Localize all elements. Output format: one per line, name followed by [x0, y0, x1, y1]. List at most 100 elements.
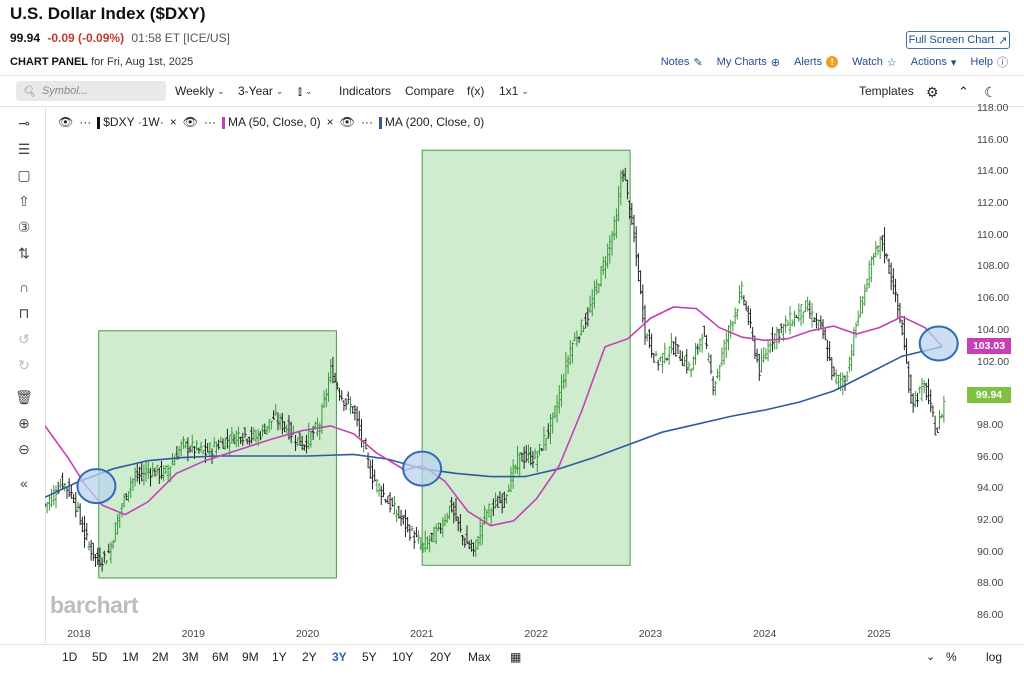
panel-date: for Fri, Aug 1st, 2025 [91, 56, 194, 68]
zoom-out-icon[interactable]: ⊖ [18, 440, 30, 457]
time-axis[interactable]: 2018 2019 2020 2021 2022 2023 2024 2025 [45, 622, 965, 642]
external-arrow-icon: ↗ [998, 34, 1008, 47]
gear-icon[interactable]: ⚙ [926, 84, 939, 100]
compare-button[interactable]: Compare [405, 84, 454, 98]
y-tick-label: 94.00 [977, 482, 1004, 495]
unlock-icon[interactable]: ⊓ [18, 304, 30, 321]
plus-circle-icon: ⊕ [770, 56, 780, 69]
range-dropdown[interactable]: 3-Year ⌄ [238, 84, 283, 98]
range-button-1m[interactable]: 1M [122, 650, 139, 664]
magnet-icon[interactable]: ∩ [18, 279, 30, 295]
more-dots[interactable]: ··· [203, 115, 216, 129]
range-button-3m[interactable]: 3M [182, 650, 199, 664]
alert-icon: ! [826, 56, 839, 68]
range-button-5d[interactable]: 5D [92, 650, 108, 664]
price-chart[interactable] [45, 107, 965, 622]
chart-legend: 👁︎ ··· $DXY ·1W· × 👁︎ ··· MA (50, Close, 0)… [58, 115, 484, 129]
range-button-20y[interactable]: 20Y [430, 650, 452, 664]
price-axis[interactable]: 118.00 116.00 114.00 112.00 110.00 108.00 106.… [965, 102, 1024, 622]
legend-ma200[interactable]: MA (200, Close, 0) [378, 115, 484, 129]
zoom-in-icon[interactable]: ⊕ [18, 414, 30, 431]
more-dots[interactable]: ··· [360, 115, 373, 129]
trash-icon[interactable]: 🗑︎ [15, 388, 33, 405]
ma50-price-tag: 103.03 [967, 338, 1011, 355]
x-tick-label: 2024 [753, 628, 777, 640]
shape-tool-icon[interactable]: ▢ [17, 166, 31, 183]
range-button-3y[interactable]: 3Y [332, 650, 347, 664]
dark-mode-icon[interactable]: ☾ [984, 84, 997, 100]
close-icon[interactable]: × [169, 115, 177, 129]
layout-dropdown[interactable]: 1x1 ⌄ [499, 84, 529, 98]
y-tick-label: 108.00 [977, 260, 1010, 273]
legend-ma50-label: MA (50, Close, 0) [227, 115, 321, 129]
y-tick-label: 116.00 [977, 133, 1009, 146]
chart-panel-label: CHART PANEL for Fri, Aug 1st, 2025 [10, 56, 193, 68]
range-button-9m[interactable]: 9M [242, 650, 259, 664]
crosshair-tool-icon[interactable]: ⊸ [18, 114, 30, 131]
counter-tool-icon[interactable]: ③ [17, 218, 31, 235]
actions-menu[interactable]: Actions ▾ [911, 56, 957, 69]
last-price-tag: 99.94 [967, 387, 1011, 404]
y-tick-label: 102.00 [977, 355, 1010, 368]
range-button-1d[interactable]: 1D [62, 650, 78, 664]
double-chevron-down-icon[interactable]: ⌄ [926, 651, 936, 663]
price-change: -0.09 (-0.09%) [47, 31, 125, 45]
ma50-line [45, 306, 943, 527]
arrow-tool-icon[interactable]: ⇧ [18, 192, 30, 209]
y-tick-label: 104.00 [977, 323, 1010, 336]
y-tick-label: 96.00 [977, 450, 1004, 463]
collapse-icon[interactable]: ⌃ [958, 84, 969, 99]
star-icon: ☆ [886, 56, 897, 69]
range-button-10y[interactable]: 10Y [392, 650, 414, 664]
x-tick-label: 2020 [295, 628, 320, 640]
quote-time: 01:58 ET [ICE/US] [131, 31, 230, 45]
range-button-max[interactable]: Max [468, 650, 491, 664]
legend-symbol[interactable]: $DXY ·1W· [97, 115, 164, 129]
collapse-sidebar-icon[interactable]: « [20, 475, 28, 491]
watch-link[interactable]: Watch ☆ [852, 56, 897, 69]
y-tick-label: 112.00 [977, 197, 1009, 210]
legend-symbol-label: $DXY ·1W· [103, 115, 164, 129]
percent-toggle[interactable]: % [946, 650, 957, 664]
eye-icon[interactable]: 👁︎ [339, 115, 355, 129]
templates-label: Templates [859, 84, 914, 98]
more-dots[interactable]: ··· [79, 115, 92, 129]
symbol-search-input[interactable]: 🔍︎ Symbol... [16, 81, 166, 101]
period-dropdown[interactable]: Weekly ⌄ [175, 84, 225, 98]
alerts-link[interactable]: Alerts! [794, 56, 839, 68]
redo-icon[interactable]: ↻ [18, 356, 30, 373]
layout-label: 1x1 [499, 84, 519, 98]
help-link[interactable]: Help ⓘ [970, 54, 1008, 70]
eye-icon[interactable]: 👁︎ [58, 115, 74, 129]
legend-ma50[interactable]: MA (50, Close, 0) [221, 115, 321, 129]
range-button-1y[interactable]: 1Y [272, 650, 287, 664]
my-charts-label: My Charts [716, 56, 767, 68]
page-title: U.S. Dollar Index ($DXY) [10, 4, 206, 23]
measure-tool-icon[interactable]: ⇅ [18, 244, 30, 261]
templates-button[interactable]: Templates [859, 84, 914, 98]
range-bar: % log ⌄ 1D 5D 1M 2M 3M 6M 9M 1Y 2Y 3Y 5Y 10Y 20Y Max ▦ [0, 645, 1024, 669]
fib-tool-icon[interactable]: ☰ [17, 140, 31, 157]
undo-icon[interactable]: ↺ [18, 330, 30, 347]
notes-link[interactable]: Notes ✎ [661, 56, 703, 69]
range-button-2y[interactable]: 2Y [302, 650, 317, 664]
calendar-icon[interactable]: ▦ [510, 650, 522, 664]
range-button-6m[interactable]: 6M [212, 650, 229, 664]
my-charts-link[interactable]: My Charts ⊕ [717, 56, 780, 69]
chevron-down-icon: ⌄ [275, 85, 284, 96]
range-button-5y[interactable]: 5Y [362, 650, 377, 664]
chevron-down-icon: ⌄ [217, 85, 225, 96]
y-tick-label: 118.00 [977, 102, 1009, 114]
close-icon[interactable]: × [326, 115, 334, 129]
ma50-swatch [221, 116, 225, 129]
chart-type-dropdown[interactable]: ⫾ ⌄ [298, 84, 312, 99]
full-screen-chart-button[interactable]: Full Screen Chart ↗ [906, 31, 1010, 49]
crossover-circle [918, 325, 959, 362]
top-links: Notes ✎ My Charts ⊕ Alerts! Watch ☆ Actions… [661, 54, 1008, 70]
log-toggle[interactable]: log [986, 650, 1003, 664]
indicators-button[interactable]: Indicators [339, 84, 391, 98]
range-button-2m[interactable]: 2M [152, 650, 169, 664]
eye-icon[interactable]: 👁︎ [182, 115, 198, 129]
divider [0, 75, 1024, 76]
function-button[interactable]: f(x) [467, 84, 484, 98]
